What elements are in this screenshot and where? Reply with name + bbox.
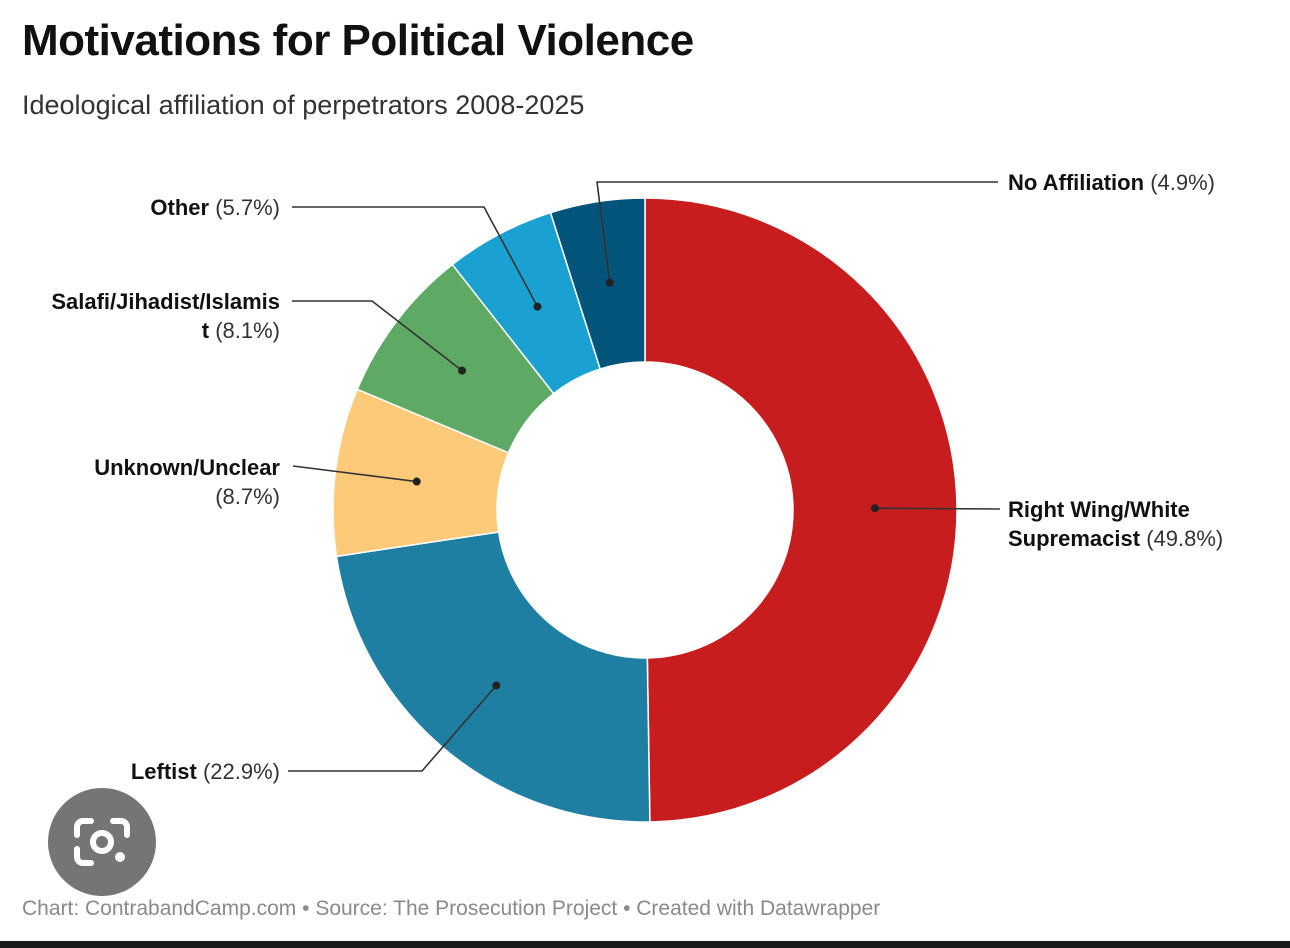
leader-line-unknown-unclear [292, 465, 417, 483]
label-leftist: Leftist (22.9%) [130, 759, 280, 784]
leader-line-other [292, 206, 539, 308]
leader-line-leftist [288, 684, 497, 772]
leader-dot-no-affiliation [605, 278, 614, 287]
donut-slice-leftist [335, 531, 651, 823]
donut-slice-right-wing [644, 197, 958, 823]
leader-dot-salafi-jihadist-islamist [458, 366, 467, 375]
chart-footer: Chart: ContrabandCamp.com • Source: The … [22, 897, 881, 920]
google-lens-icon [74, 818, 130, 866]
leader-dot-leftist [492, 681, 501, 690]
leader-dot-right-wing [870, 504, 879, 513]
leader-line-no-affiliation [596, 181, 998, 283]
leader-dot-other [533, 302, 542, 311]
label-right-wing: Right Wing/White Supremacist (49.8%) [1008, 497, 1224, 551]
label-unknown-unclear: Unknown/Unclear (8.7%) [94, 455, 280, 509]
chart-subtitle: Ideological affiliation of perpetrators … [22, 90, 585, 120]
donut-slice-no-affiliation [549, 197, 646, 370]
chart-title: Motivations for Political Violence [22, 16, 694, 65]
label-no-affiliation: No Affiliation (4.9%) [1008, 170, 1215, 195]
label-other: Other (5.7%) [150, 195, 280, 220]
leader-line-salafi-jihadist-islamist [292, 300, 463, 372]
leader-dot-unknown-unclear [412, 477, 421, 486]
leader-line-right-wing [874, 507, 1001, 510]
label-salafi-jihadist-islamist: Salafi/Jihadist/Islamis t (8.1%) [51, 289, 280, 343]
bottom-bar [0, 941, 1290, 948]
google-lens-button[interactable] [48, 788, 156, 896]
